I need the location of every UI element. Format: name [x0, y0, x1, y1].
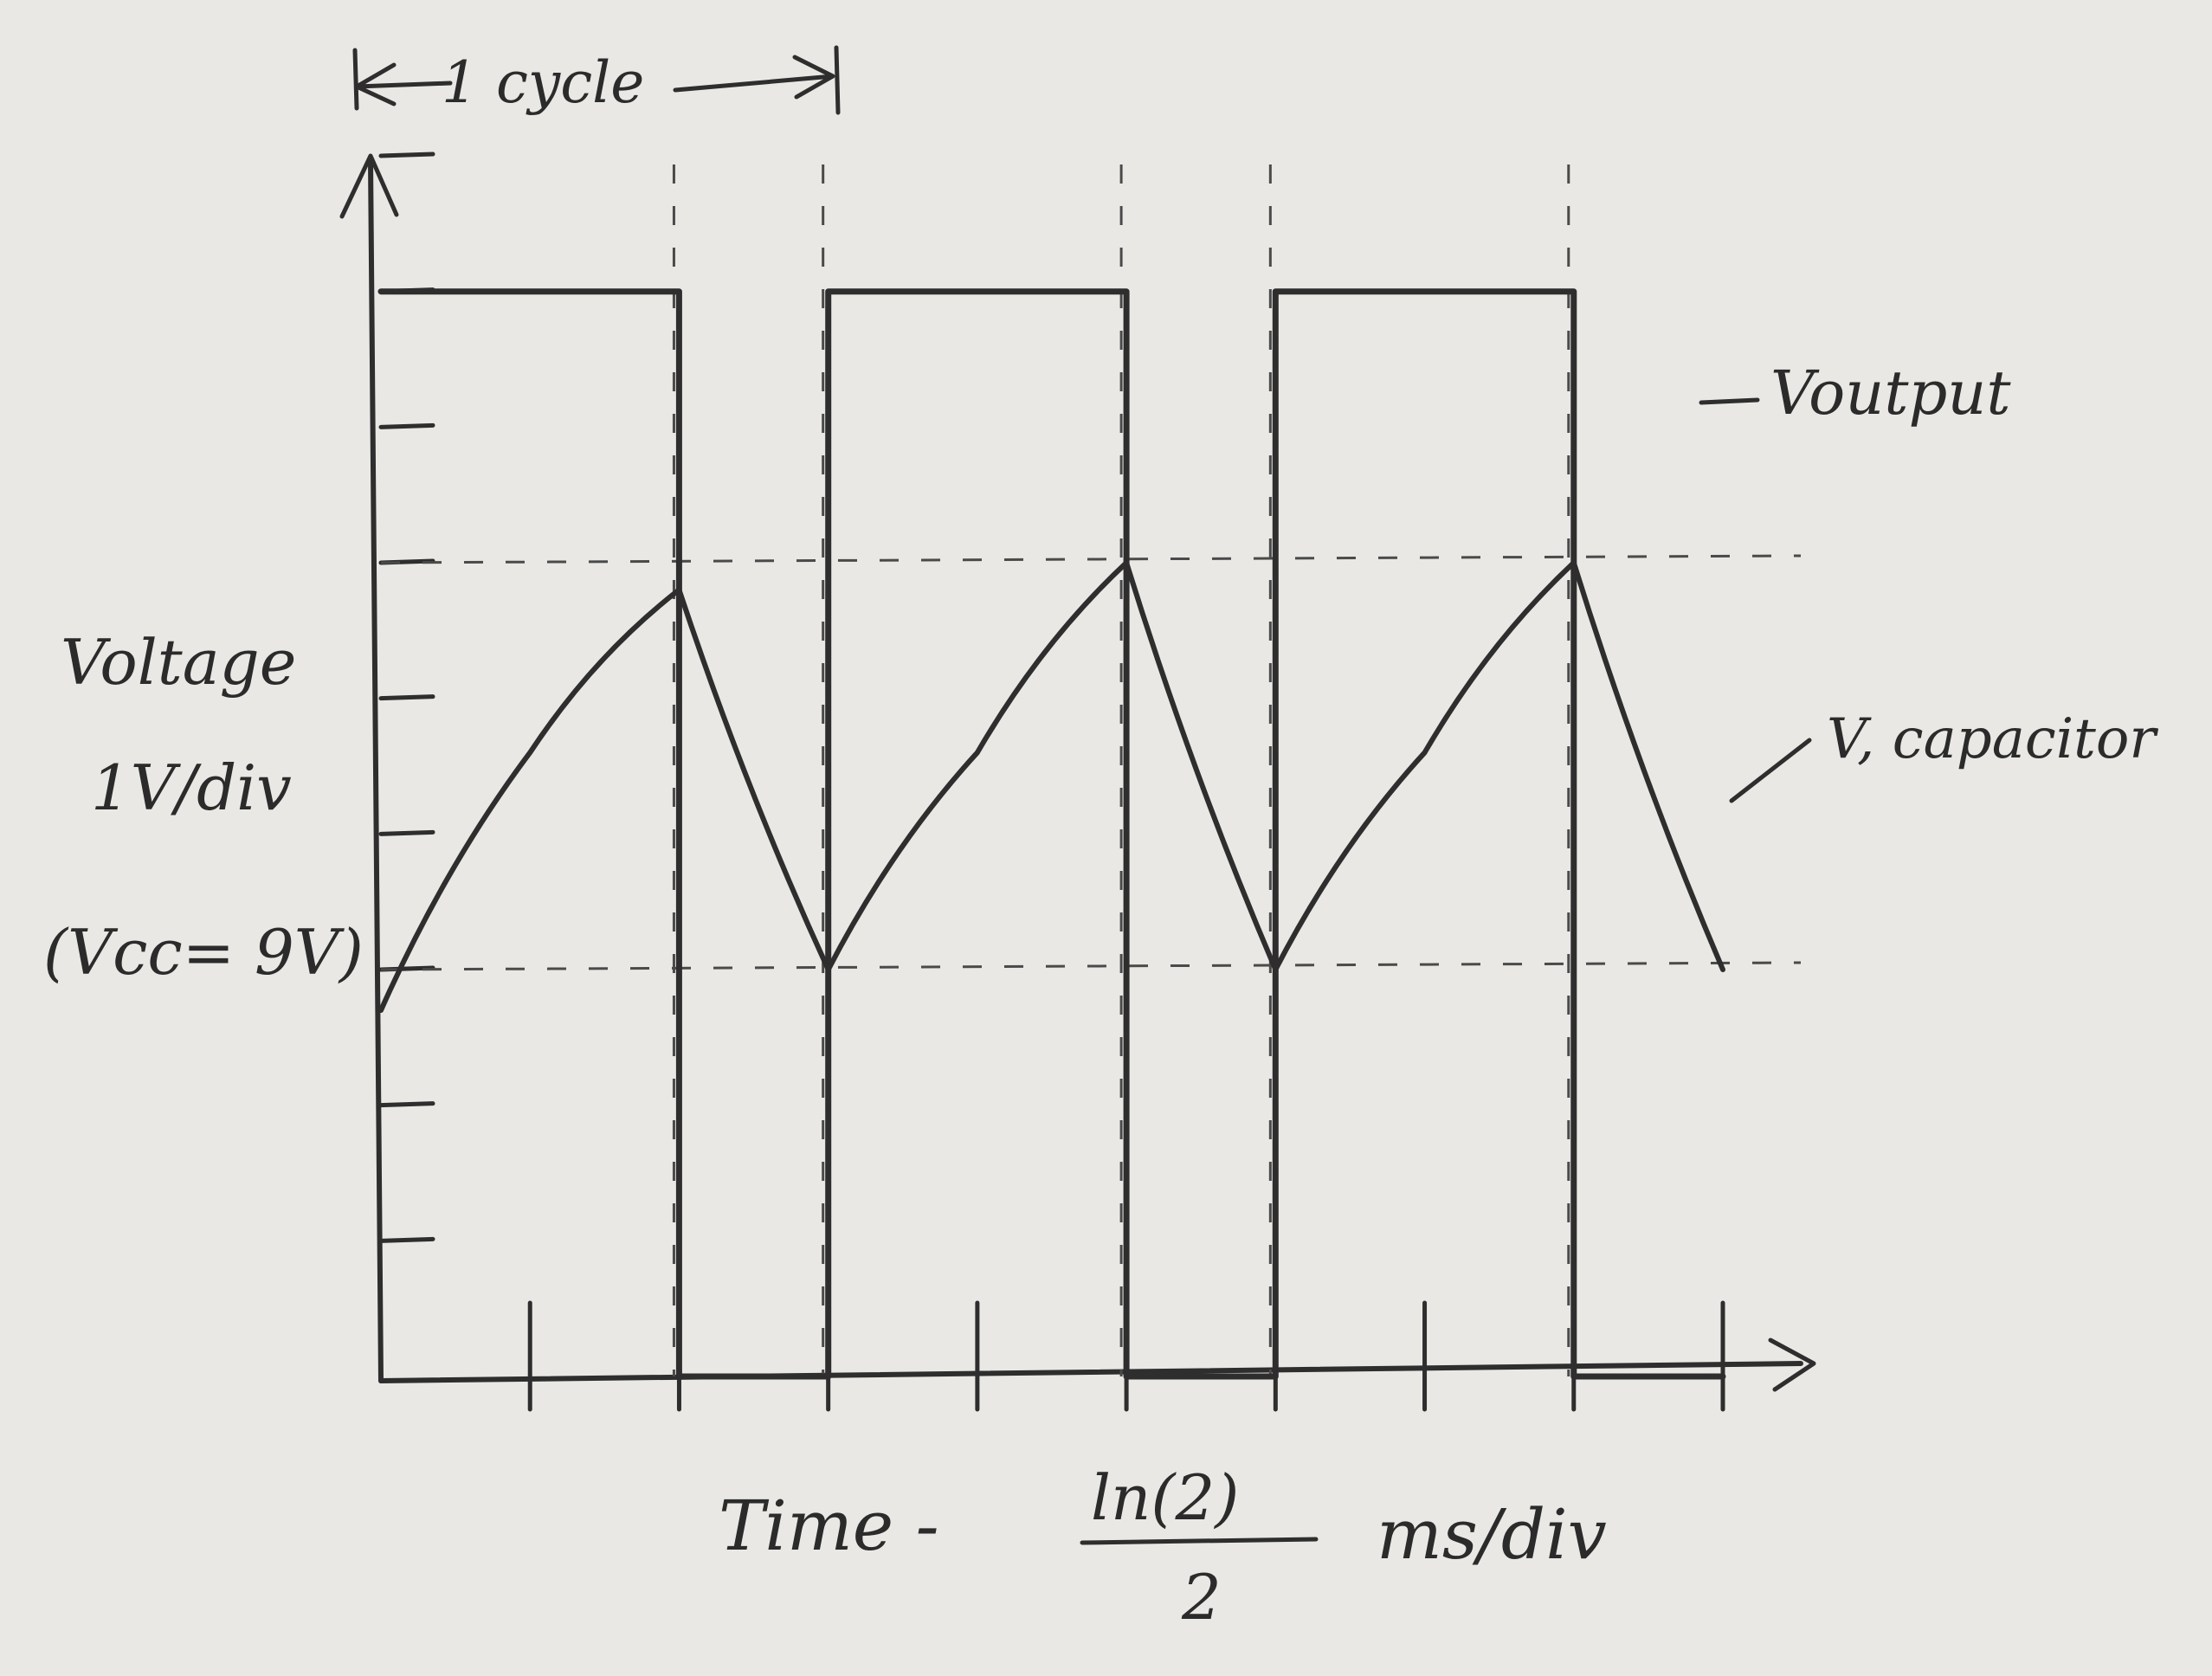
cycle-right-bar — [834, 45, 841, 115]
y-tick-4 — [378, 829, 435, 836]
y-tick-1 — [378, 1236, 435, 1243]
x-label-denominator: 2 — [1181, 1561, 1222, 1634]
cycle-left-bar — [352, 48, 359, 111]
y-label-line2: 1V/div — [91, 751, 292, 824]
voutput-leader — [1699, 397, 1760, 405]
y-label-line3: (Vcc= 9V) — [43, 916, 364, 989]
cycle-left-arrow-icon — [354, 62, 453, 106]
threshold-lower — [380, 961, 1802, 971]
series-line-voutput — [377, 288, 1726, 1380]
y-axis-label: Voltage 1V/div (Vcc= 9V) — [43, 626, 364, 989]
transition-guides — [672, 164, 1570, 1376]
x-label-suffix: ms/div — [1377, 1494, 1607, 1575]
y-tick-7 — [378, 422, 435, 429]
cycle-annotation: 1 cycle — [352, 45, 841, 116]
y-tick-9 — [378, 151, 435, 158]
x-label-prefix: Time - — [719, 1486, 939, 1566]
cycle-right-arrow-icon — [673, 55, 835, 100]
x-axis-label: Time - ln(2) 2 ms/div — [719, 1461, 1607, 1634]
cycle-label: 1 cycle — [442, 49, 644, 116]
series-line-capacitor — [378, 560, 1725, 1013]
threshold-upper — [380, 554, 1802, 564]
series-label-capacitor: V, capacitor — [1827, 707, 2158, 771]
y-axis-arrow-icon — [339, 153, 399, 219]
series-label-voutput: Voutput — [1770, 358, 2011, 429]
y-ticks — [378, 151, 435, 1243]
x-label-numerator: ln(2) — [1091, 1461, 1239, 1534]
y-label-line1: Voltage — [61, 626, 296, 699]
y-tick-5 — [378, 694, 435, 701]
axes — [339, 153, 1816, 1392]
y-axis — [368, 158, 384, 1383]
x-label-fraction-bar — [1080, 1537, 1319, 1545]
x-axis-arrow-icon — [1768, 1338, 1816, 1392]
threshold-lines — [380, 554, 1802, 971]
capacitor-leader — [1729, 738, 1812, 803]
y-tick-2 — [378, 1101, 435, 1108]
series-layer — [377, 288, 1726, 1380]
x-axis — [378, 1361, 1803, 1383]
series-labels: Voutput V, capacitor — [1699, 358, 2158, 803]
